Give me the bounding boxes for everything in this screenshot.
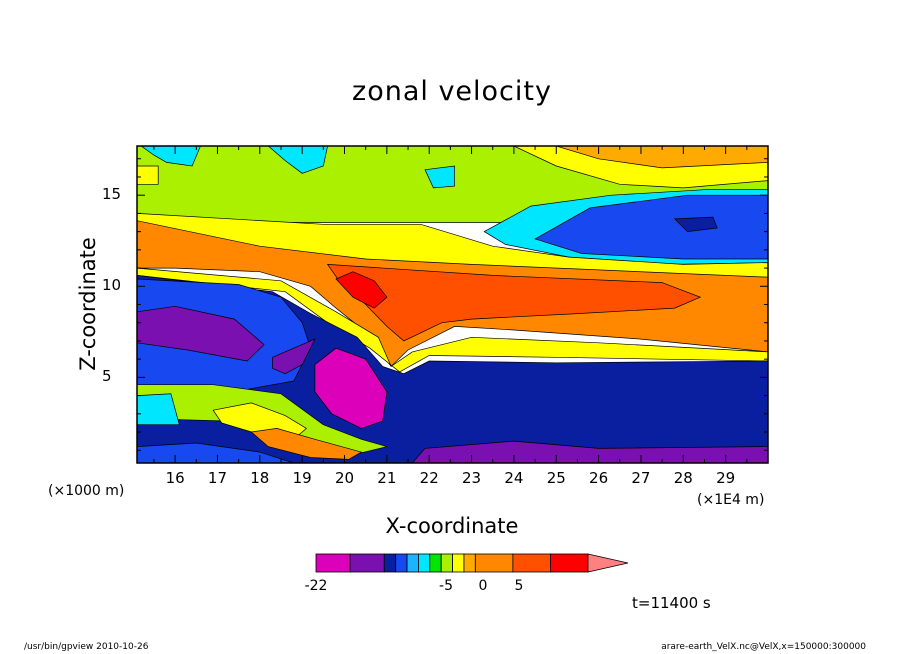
y-tick-label: 10 xyxy=(102,276,122,295)
region-magenta-column xyxy=(314,347,388,429)
x-tick-label: 22 xyxy=(419,469,439,487)
colorbar-segment xyxy=(418,553,431,573)
y-tick-label: 5 xyxy=(102,367,112,386)
colorbar-segment xyxy=(452,553,465,573)
colorbar-extend-arrow xyxy=(587,553,629,573)
colorbar-segment xyxy=(550,553,589,573)
region-bottom-purple xyxy=(411,440,768,463)
x-tick-label: 18 xyxy=(250,469,270,487)
x-unit-label: (×1E4 m) xyxy=(697,492,765,508)
x-tick-label: 24 xyxy=(504,469,524,487)
footer-left: /usr/bin/gpview 2010-10-26 xyxy=(24,642,149,652)
contour-fill-layer xyxy=(137,146,768,463)
x-tick-label: 20 xyxy=(334,469,355,487)
x-axis-label: X-coordinate xyxy=(385,514,519,538)
x-tick-label: 25 xyxy=(546,469,566,487)
x-tick-label: 29 xyxy=(716,469,736,487)
x-tick-label: 16 xyxy=(165,469,185,487)
colorbar-segment xyxy=(463,553,476,573)
colorbar-tick-label: -5 xyxy=(439,578,453,594)
y-unit-label: (×1000 m) xyxy=(48,483,125,499)
x-tick-label: 26 xyxy=(589,469,609,487)
x-tick-label: 17 xyxy=(207,469,227,487)
colorbar-segment xyxy=(474,553,514,573)
colorbar-tick-label: -22 xyxy=(304,578,328,594)
x-tick-label: 27 xyxy=(631,469,651,487)
colorbar-segment xyxy=(406,553,419,573)
y-axis-label: Z-coordinate xyxy=(76,237,100,371)
region-upper-right-orange xyxy=(556,146,768,169)
x-tick-label: 21 xyxy=(377,469,397,487)
colorbar-segment xyxy=(512,553,551,573)
colorbar-tick-label: 0 xyxy=(478,578,488,594)
region-upper-right-blue xyxy=(534,194,768,260)
time-label: t=11400 s xyxy=(632,594,711,612)
colorbar-segment xyxy=(395,553,408,573)
region-lower-yellow-band xyxy=(137,267,768,373)
x-tick-label: 28 xyxy=(673,469,693,487)
colorbar-segment xyxy=(440,553,453,573)
region-purple-left xyxy=(137,305,265,362)
colorbar-segment xyxy=(349,553,385,573)
colorbar-tick-label: 5 xyxy=(514,578,524,594)
colorbar-segment xyxy=(383,553,397,573)
region-yellow-left-blob xyxy=(137,165,159,185)
region-upper-right-navy xyxy=(673,216,718,232)
region-bottom-blue xyxy=(137,442,294,463)
colorbar-segment xyxy=(429,553,442,573)
chart-title: zonal velocity xyxy=(352,76,552,107)
region-cyan-top-left xyxy=(140,146,201,167)
region-cyan-top-mid xyxy=(267,146,328,174)
colorbar xyxy=(315,553,629,573)
region-orange-lower-left xyxy=(250,428,363,460)
x-tick-label: 19 xyxy=(292,469,312,487)
axis-ticks xyxy=(137,146,768,463)
footer-right: arare-earth_VelX.nc@VelX,x=150000:300000 xyxy=(661,642,866,652)
region-purple-wedge xyxy=(272,338,316,375)
region-cyan-top-small xyxy=(424,165,455,189)
region-dark-orange-core xyxy=(326,264,702,342)
region-cyan-lower-left xyxy=(137,393,180,426)
colorbar-segment xyxy=(315,553,351,573)
y-tick-label: 15 xyxy=(102,185,122,204)
region-red-core xyxy=(335,271,388,309)
x-tick-label: 23 xyxy=(462,469,482,487)
